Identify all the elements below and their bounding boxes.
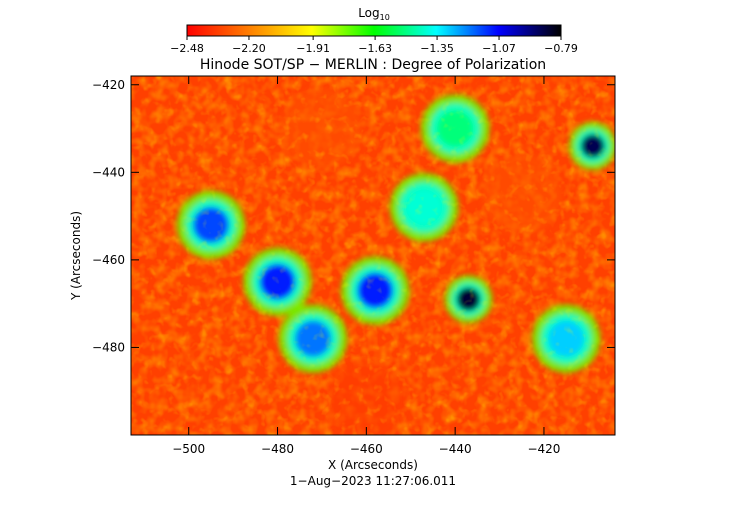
colorbar-tick-label: −1.07 [482, 42, 516, 55]
x-tick-label: −460 [350, 442, 383, 456]
colorbar-tick-label: −0.79 [544, 42, 578, 55]
x-tick-label: −420 [527, 442, 560, 456]
colorbar-tick-label: −1.91 [296, 42, 330, 55]
timestamp: 1−Aug−2023 11:27:06.011 [290, 474, 456, 488]
colorbar-label-sub: 10 [380, 13, 390, 22]
x-axis-label: X (Arcseconds) [328, 458, 418, 472]
y-tick-label: −420 [92, 78, 125, 92]
plot-frame [130, 75, 616, 436]
colorbar-ticks: −2.48 −2.20 −1.91 −1.63 −1.35 −1.07 −0.79 [170, 36, 578, 55]
colorbar-gradient [186, 24, 562, 37]
colorbar-label: Log10 [358, 6, 390, 22]
y-tick-label: −480 [92, 340, 125, 354]
colorbar-label-base: Log [358, 6, 379, 20]
x-tick-label: −500 [172, 442, 205, 456]
colorbar-tick-label: −2.20 [232, 42, 266, 55]
x-axis: −500 −480 −460 −440 −420 [172, 76, 560, 456]
x-tick-label: −480 [261, 442, 294, 456]
granulation-texture-yellow [131, 76, 615, 435]
chart-title: Hinode SOT/SP − MERLIN : Degree of Polar… [200, 57, 546, 73]
colorbar-tick-label: −1.63 [358, 42, 392, 55]
y-tick-label: −460 [92, 253, 125, 267]
colorbar-tick-label: −2.48 [170, 42, 204, 55]
x-tick-label: −440 [439, 442, 472, 456]
y-tick-label: −440 [92, 165, 125, 179]
colorbar: Log10 −2.48 −2.20 −1.91 −1.63 −1.35 −1.07 −0.7… [170, 6, 578, 55]
y-axis: −420 −440 −460 −480 [92, 78, 615, 354]
colorbar-tick-label: −1.35 [420, 42, 454, 55]
plot-area [131, 76, 615, 435]
y-axis-label: Y (Arcseconds) [69, 211, 83, 301]
